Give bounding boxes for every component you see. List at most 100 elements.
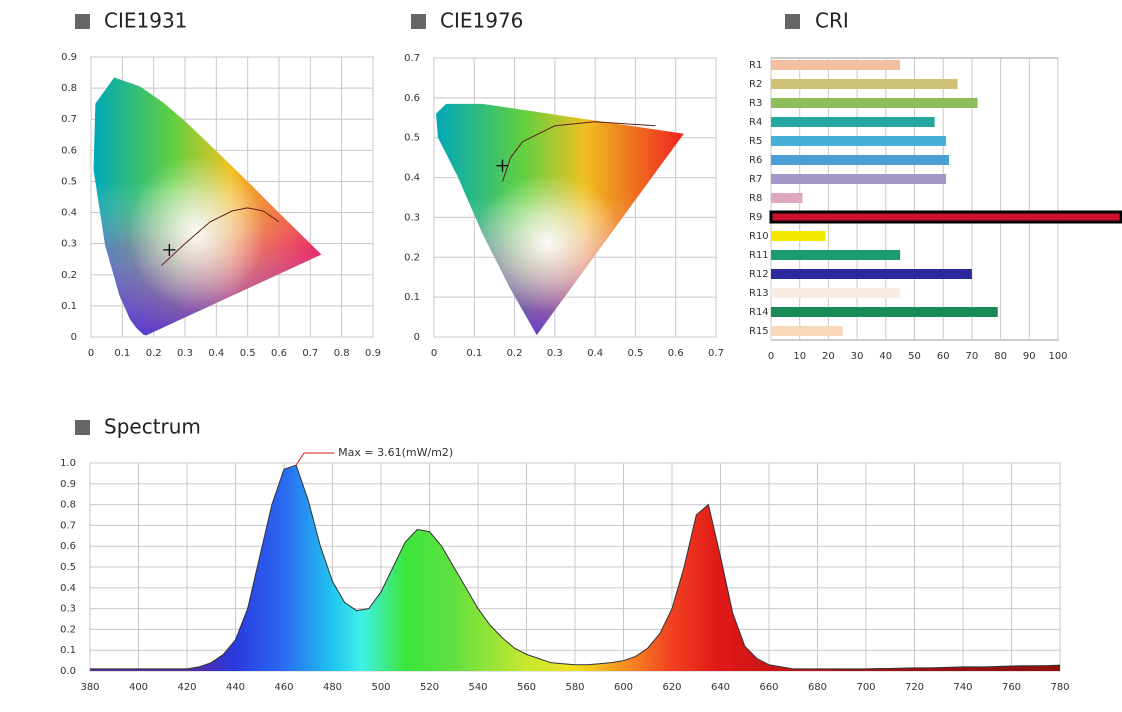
bar <box>771 60 901 70</box>
y-tick-label: R14 <box>749 307 769 318</box>
x-tick-label: 660 <box>759 682 778 693</box>
y-tick-label: 0.3 <box>404 212 420 223</box>
y-tick-label: R12 <box>749 269 769 280</box>
x-tick-label: 0 <box>88 348 94 359</box>
bar <box>771 288 901 298</box>
title-icon <box>75 14 90 29</box>
bar <box>771 117 935 127</box>
x-tick-label: 80 <box>994 351 1007 362</box>
y-tick-label: 0.2 <box>60 624 76 635</box>
x-tick-label: 0 <box>431 348 437 359</box>
x-tick-label: 100 <box>1048 351 1067 362</box>
x-tick-label: 0.4 <box>208 348 224 359</box>
chart-title: Spectrum <box>104 415 201 439</box>
bar <box>771 250 901 260</box>
y-tick-label: 0.5 <box>404 133 420 144</box>
x-tick-label: 780 <box>1050 682 1069 693</box>
chart-title: CIE1976 <box>440 9 523 33</box>
x-tick-label: 720 <box>905 682 924 693</box>
x-tick-label: 420 <box>177 682 196 693</box>
y-tick-label: R8 <box>749 193 762 204</box>
x-tick-label: 0.5 <box>240 348 256 359</box>
gamut <box>436 103 684 336</box>
spectrum-line <box>90 464 1061 670</box>
x-tick-label: 0.9 <box>365 348 381 359</box>
y-tick-label: R10 <box>749 231 769 242</box>
y-tick-label: 0.1 <box>61 301 77 312</box>
x-tick-label: 0 <box>768 351 774 362</box>
x-tick-label: 30 <box>851 351 864 362</box>
y-tick-label: 0.9 <box>60 479 76 490</box>
x-tick-label: 0.4 <box>587 348 603 359</box>
x-tick-label: 380 <box>80 682 99 693</box>
y-tick-label: 0.7 <box>404 53 420 64</box>
x-tick-label: 0.3 <box>547 348 563 359</box>
y-tick-label: 0.1 <box>404 292 420 303</box>
spectrum-fill <box>90 465 1060 671</box>
x-tick-label: 10 <box>793 351 806 362</box>
bar <box>769 210 1122 224</box>
y-tick-label: R2 <box>749 79 762 90</box>
chart-title: CIE1931 <box>104 9 187 33</box>
x-tick-label: 0.2 <box>146 348 162 359</box>
planckian-locus <box>502 121 656 182</box>
y-tick-label: R9 <box>749 212 762 223</box>
bar <box>771 79 958 89</box>
y-tick-label: 0.3 <box>61 239 77 250</box>
y-tick-label: 0.7 <box>61 114 77 125</box>
annotation: Max = 3.61(mW/m2) <box>338 446 453 459</box>
x-tick-label: 760 <box>1002 682 1021 693</box>
bar <box>771 231 826 241</box>
x-tick-label: 0.8 <box>334 348 350 359</box>
x-tick-label: 20 <box>822 351 835 362</box>
y-tick-label: 0 <box>414 332 420 343</box>
point-marker <box>163 243 176 256</box>
bar <box>771 193 803 203</box>
planckian-locus <box>161 207 280 266</box>
x-tick-label: 0.2 <box>507 348 523 359</box>
x-tick-label: 560 <box>517 682 536 693</box>
bar <box>771 326 843 336</box>
y-tick-label: 0.0 <box>60 666 76 677</box>
y-tick-label: 0.5 <box>60 562 76 573</box>
y-tick-label: 0.6 <box>404 93 420 104</box>
y-tick-label: 0 <box>71 332 77 343</box>
x-tick-label: 0.1 <box>466 348 482 359</box>
x-tick-label: 700 <box>856 682 875 693</box>
x-tick-label: 40 <box>879 351 892 362</box>
x-tick-label: 400 <box>129 682 148 693</box>
title-icon <box>785 14 800 29</box>
x-tick-label: 680 <box>808 682 827 693</box>
x-tick-label: 60 <box>937 351 950 362</box>
bar <box>771 307 998 317</box>
x-tick-label: 90 <box>1023 351 1036 362</box>
y-tick-label: R3 <box>749 98 762 109</box>
y-tick-label: 0.4 <box>404 173 420 184</box>
x-tick-label: 520 <box>420 682 439 693</box>
title-icon <box>411 14 426 29</box>
x-tick-label: 460 <box>274 682 293 693</box>
y-tick-label: 0.6 <box>60 541 76 552</box>
y-tick-label: R7 <box>749 174 762 185</box>
x-tick-label: 0.3 <box>177 348 193 359</box>
y-tick-label: 0.4 <box>61 208 77 219</box>
y-tick-label: R6 <box>749 155 762 166</box>
x-tick-label: 740 <box>953 682 972 693</box>
x-tick-label: 0.5 <box>627 348 643 359</box>
y-tick-label: 1.0 <box>60 458 76 469</box>
x-tick-label: 0.1 <box>114 348 130 359</box>
y-tick-label: R11 <box>749 250 769 261</box>
y-tick-label: R1 <box>749 60 762 71</box>
x-tick-label: 0.6 <box>271 348 287 359</box>
gamut <box>93 77 322 336</box>
y-tick-label: R4 <box>749 117 762 128</box>
y-tick-label: 0.8 <box>61 83 77 94</box>
y-tick-label: 0.4 <box>60 583 76 594</box>
x-tick-label: 640 <box>711 682 730 693</box>
x-tick-label: 0.6 <box>668 348 684 359</box>
y-tick-label: R13 <box>749 288 769 299</box>
x-tick-label: 70 <box>966 351 979 362</box>
annotation-leader <box>295 452 335 466</box>
x-tick-label: 500 <box>371 682 390 693</box>
